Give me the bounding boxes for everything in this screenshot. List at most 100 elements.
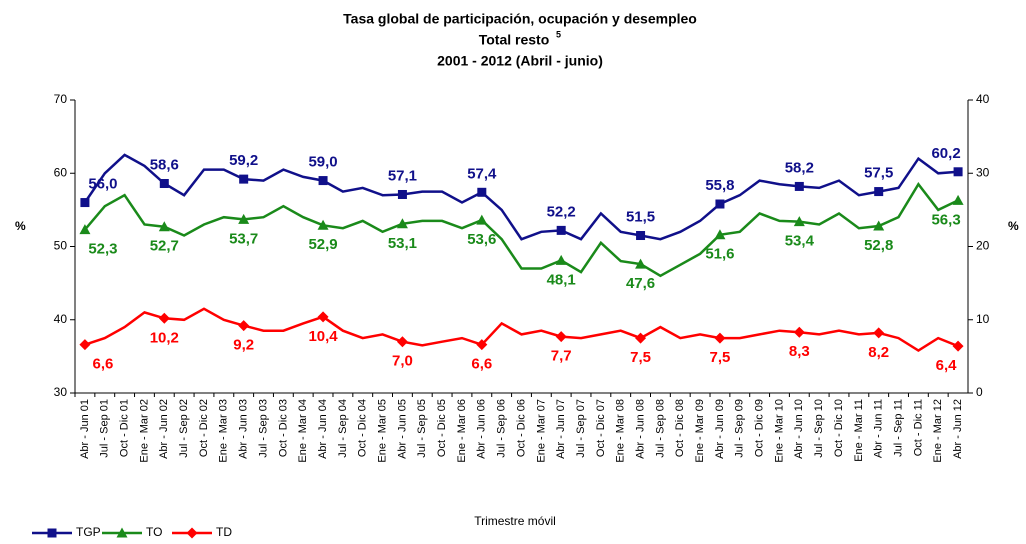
data-label: 53,4 (785, 233, 815, 250)
y-tick-label: 30 (54, 385, 68, 399)
x-tick-label: Oct - Dic 10 (833, 399, 845, 457)
x-tick-label: Ene - Mar 09 (694, 399, 706, 463)
x-tick-label: Ene - Mar 08 (615, 399, 627, 463)
data-label: 7,5 (710, 349, 731, 366)
x-tick-label: Jul - Sep 05 (416, 399, 428, 458)
data-label: 8,2 (868, 344, 889, 361)
series-marker (159, 179, 169, 189)
legend-label: TO (146, 525, 162, 539)
series-line (83, 153, 959, 241)
series-marker (477, 187, 487, 197)
series-marker (555, 331, 567, 343)
series-marker (238, 320, 250, 332)
series-marker (714, 229, 726, 240)
series-marker (873, 220, 885, 231)
x-tick-label: Ene - Mar 10 (773, 399, 785, 463)
series-marker (636, 231, 646, 241)
series-marker (953, 167, 963, 177)
y-tick-label: 40 (54, 312, 68, 326)
series-marker (476, 339, 488, 351)
data-label: 52,8 (864, 237, 893, 254)
legend-marker (116, 527, 128, 538)
legend-marker (47, 528, 57, 538)
data-label: 47,6 (626, 275, 655, 292)
series-marker (476, 214, 488, 225)
x-tick-label: Abr - Jun 01 (79, 399, 91, 459)
x-tick-label: Oct - Dic 06 (515, 399, 527, 457)
data-label: 6,6 (471, 356, 492, 373)
chart-title: Tasa global de participación, ocupación … (343, 11, 697, 27)
series-marker (793, 216, 805, 227)
x-tick-label: Oct - Dic 05 (436, 399, 448, 457)
x-tick-label: Jul - Sep 03 (257, 399, 269, 458)
x-tick-label: Ene - Mar 07 (535, 399, 547, 463)
x-tick-label: Abr - Jun 07 (555, 399, 567, 459)
data-label: 56,3 (931, 211, 960, 228)
x-tick-label: Jul - Sep 02 (178, 399, 190, 458)
x-axis-label: Trimestre móvil (474, 514, 556, 528)
x-tick-label: Abr - Jun 06 (476, 399, 488, 459)
y2-tick-label: 10 (976, 312, 990, 326)
x-tick-label: Oct - Dic 03 (277, 399, 289, 457)
y2-tick-label: 30 (976, 165, 990, 179)
series-marker (80, 198, 90, 208)
series-line (84, 307, 959, 352)
x-tick-label: Oct - Dic 07 (595, 399, 607, 457)
data-label: 52,2 (547, 203, 576, 220)
y-tick-label: 50 (54, 239, 68, 253)
x-tick-label: Jul - Sep 09 (734, 399, 746, 458)
data-label: 58,2 (785, 159, 814, 176)
series-marker (317, 219, 329, 230)
series-marker (79, 224, 91, 235)
series-marker (158, 221, 170, 232)
data-label: 53,7 (229, 230, 258, 247)
x-tick-label: Oct - Dic 04 (357, 399, 369, 457)
x-tick-label: Oct - Dic 02 (198, 399, 210, 457)
y-tick-label: 70 (54, 92, 68, 106)
x-tick-label: Abr - Jun 09 (714, 399, 726, 459)
data-label: 9,2 (233, 337, 254, 354)
x-tick-label: Ene - Mar 11 (853, 399, 865, 462)
data-label: 52,3 (88, 241, 117, 258)
x-tick-label: Jul - Sep 07 (575, 399, 587, 458)
series-marker (396, 336, 408, 348)
data-label: 56,0 (88, 176, 117, 193)
x-tick-label: Abr - Jun 08 (634, 399, 646, 459)
data-label: 53,6 (467, 231, 496, 248)
y2-axis-label: % (1008, 219, 1019, 233)
x-tick-label: Jul - Sep 11 (892, 399, 904, 457)
y2-tick-label: 20 (976, 239, 990, 253)
y2-tick-label: 40 (976, 92, 990, 106)
chart-subtitle: Total resto (479, 32, 550, 48)
x-tick-label: Jul - Sep 04 (337, 399, 349, 458)
data-label: 60,2 (931, 145, 960, 162)
data-label: 52,9 (308, 236, 337, 253)
data-label: 6,6 (92, 356, 113, 373)
data-label: 7,7 (551, 348, 572, 365)
x-tick-label: Abr - Jun 11 (873, 399, 885, 458)
series-marker (555, 254, 567, 265)
y2-tick-label: 0 (976, 385, 983, 399)
data-label: 8,3 (789, 343, 810, 360)
x-tick-label: Ene - Mar 04 (297, 399, 309, 463)
series-marker (238, 213, 250, 224)
x-tick-label: Ene - Mar 06 (456, 399, 468, 463)
x-tick-label: Abr - Jun 12 (952, 399, 964, 459)
legend-label: TGP (76, 525, 101, 539)
x-tick-label: Oct - Dic 11 (912, 399, 924, 456)
x-tick-label: Jul - Sep 08 (654, 399, 666, 458)
series-marker (952, 340, 964, 352)
series-marker (317, 311, 329, 323)
data-label: 6,4 (936, 357, 958, 374)
data-label: 55,8 (705, 177, 734, 194)
data-label: 59,0 (308, 154, 337, 171)
x-tick-label: Jul - Sep 06 (496, 399, 508, 458)
data-label: 53,1 (388, 235, 417, 252)
x-tick-label: Abr - Jun 10 (793, 399, 805, 459)
series-marker (714, 332, 726, 344)
x-tick-label: Oct - Dic 08 (674, 399, 686, 457)
series-marker (556, 225, 566, 235)
series-marker (874, 187, 884, 197)
x-tick-label: Abr - Jun 02 (158, 399, 170, 459)
